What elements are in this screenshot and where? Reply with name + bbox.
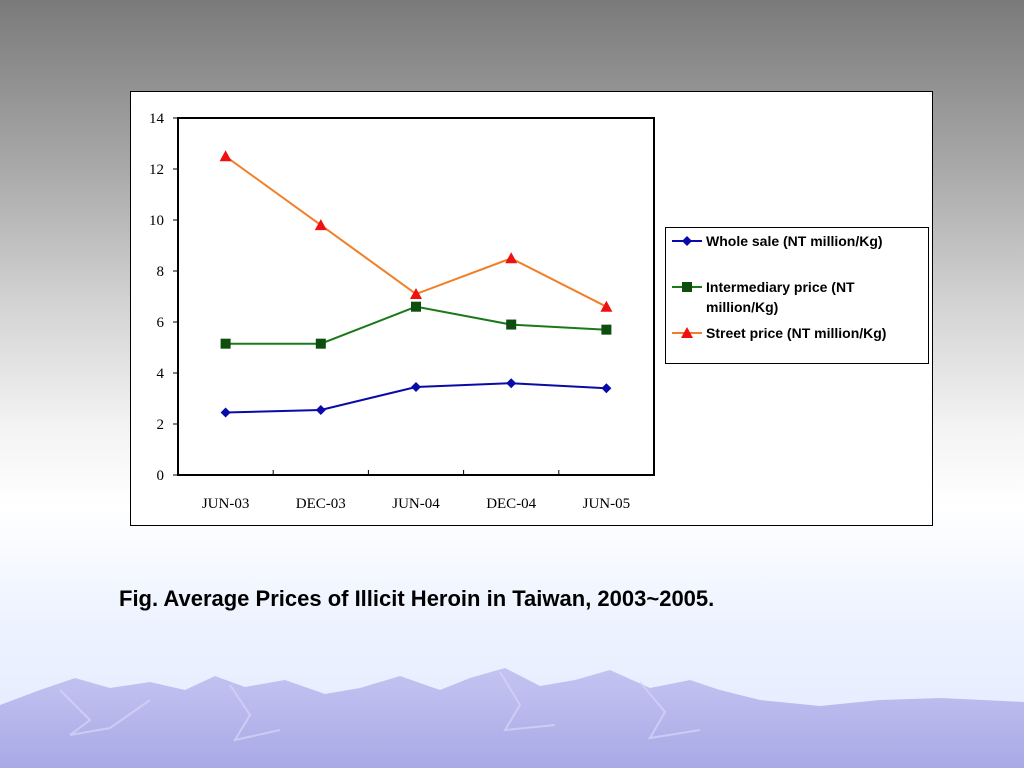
legend-label-street: Street price (NT million/Kg) [706,325,887,341]
y-tick-label: 12 [149,162,164,178]
diamond-marker-icon [672,236,702,246]
data-point-street [505,252,518,264]
legend-label-intermediary: Intermediary price (NT million/Kg) [706,277,855,317]
y-tick-label: 8 [157,264,165,280]
legend-label-whole-sale: Whole sale (NT million/Kg) [706,233,883,249]
y-tick-label: 0 [157,468,165,484]
chart-legend: Whole sale (NT million/Kg) Intermediary … [665,227,929,364]
x-tick-label: JUN-05 [583,496,631,512]
x-tick-label: DEC-04 [486,496,536,512]
x-tick-label: JUN-03 [202,496,250,512]
x-tick-label: JUN-04 [392,496,440,512]
series-intermediary [220,301,612,349]
data-point-whole-sale [506,378,517,389]
x-tick-label: DEC-03 [296,496,346,512]
data-point-intermediary [506,319,517,330]
data-point-whole-sale [315,404,326,415]
y-tick-label: 10 [149,213,164,229]
square-marker-icon [672,282,702,292]
data-point-intermediary [411,301,421,312]
legend-label-intermediary-line1: Intermediary price (NT [706,279,855,295]
data-point-whole-sale [411,382,421,393]
data-point-intermediary [601,324,612,335]
y-axis: 0 2 4 6 8 10 12 14 [149,111,178,484]
triangle-marker-icon [672,327,702,338]
data-point-intermediary [315,338,326,349]
series-street [219,150,613,312]
y-tick-label: 4 [157,366,165,382]
y-tick-label: 6 [157,315,165,331]
series-group [219,150,613,418]
data-point-whole-sale [601,383,612,394]
x-axis: JUN-03 DEC-03 JUN-04 DEC-04 JUN-05 [202,470,630,512]
legend-item-street: Street price (NT million/Kg) [672,325,922,343]
data-point-street [219,150,232,162]
legend-item-intermediary: Intermediary price (NT million/Kg) [672,279,922,317]
data-point-intermediary [220,338,231,349]
data-point-street [600,300,613,312]
series-whole-sale [220,378,612,418]
y-tick-label: 14 [149,111,165,127]
data-point-street [410,287,422,299]
data-point-street [314,219,327,231]
legend-label-intermediary-line2: million/Kg) [706,299,779,315]
figure-caption: Fig. Average Prices of Illicit Heroin in… [119,586,715,611]
data-point-whole-sale [220,407,231,418]
y-tick-label: 2 [157,417,165,433]
legend-item-whole-sale: Whole sale (NT million/Kg) [672,233,922,251]
